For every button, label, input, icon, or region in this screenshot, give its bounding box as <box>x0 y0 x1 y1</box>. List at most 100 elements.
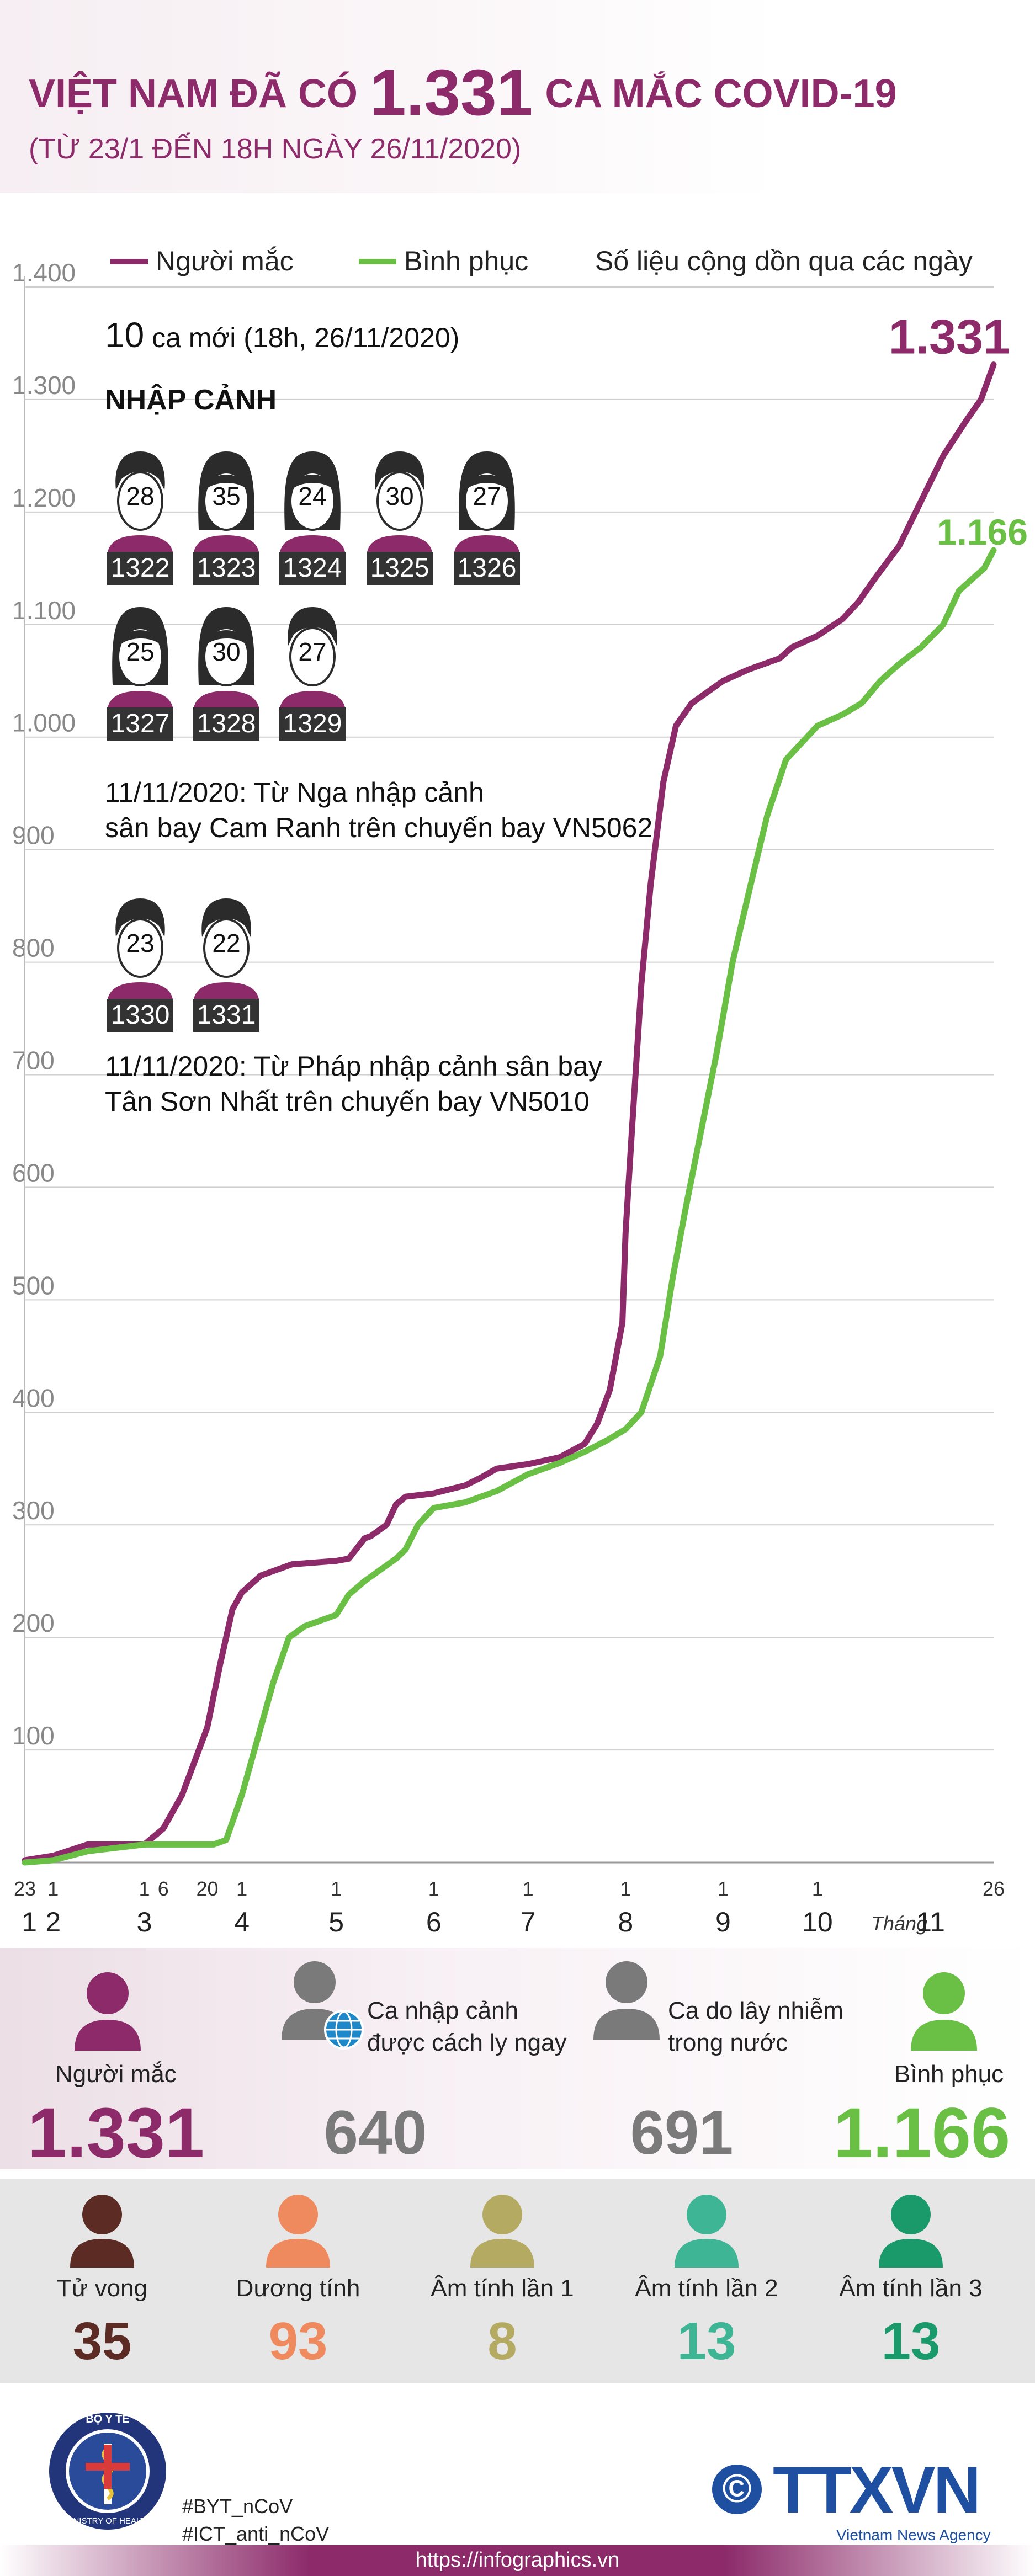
stat-recovered-value: 1.166 <box>833 2094 1011 2173</box>
status-person-icon <box>675 2195 739 2268</box>
patient-age: 22 <box>212 929 241 957</box>
legend-recovered: Bình phục <box>404 246 528 276</box>
x-month-tick-label: 3 <box>137 1907 152 1938</box>
patient-avatar-icon: 22 1331 <box>191 894 262 1032</box>
x-month-tick-label: 11 <box>916 1907 945 1938</box>
status-value: 93 <box>268 2312 328 2371</box>
end-label-cases: 1.331 <box>889 310 1010 364</box>
x-month-tick-label: 7 <box>521 1907 536 1938</box>
x-month-tick-label: 10 <box>802 1907 833 1938</box>
hashtag-ict: #ICT_anti_nCoV <box>182 2522 330 2545</box>
y-tick-label: 1.100 <box>12 596 76 625</box>
new-cases-text: ca mới (18h, 26/11/2020) <box>152 322 460 353</box>
x-day-tick-label: 1 <box>139 1877 150 1900</box>
y-tick-label: 1.200 <box>12 483 76 512</box>
y-tick-label: 700 <box>12 1046 55 1075</box>
x-day-tick-label: 1 <box>620 1877 631 1900</box>
patient-avatar-icon: 35 1323 <box>191 447 262 585</box>
legend-cases: Người mắc <box>156 246 294 276</box>
patient-avatar-icon: 27 1326 <box>452 447 522 585</box>
patient-id: 1324 <box>283 553 342 583</box>
x-day-tick-label: 1 <box>236 1877 247 1900</box>
patient-avatar-icon: 23 1330 <box>105 894 176 1032</box>
cumulative-cases-chart: Người mắc Bình phục Số liệu cộng dồn qua… <box>12 246 1028 1938</box>
end-label-recovered: 1.166 <box>937 512 1028 552</box>
y-tick-label: 600 <box>12 1158 55 1187</box>
patient-avatar-icon: 30 1325 <box>364 447 435 585</box>
x-day-tick-label: 1 <box>718 1877 729 1900</box>
x-day-tick-label: 6 <box>158 1877 169 1900</box>
x-day-tick-label: 23 <box>14 1877 36 1900</box>
patient-age: 27 <box>298 637 327 666</box>
status-panel: Tử vong 35 Dương tính 93 Âm tính lần 1 8 Âm tí… <box>0 2179 1035 2383</box>
x-month-tick-label: 5 <box>328 1907 344 1938</box>
x-day-tick-label: 20 <box>196 1877 218 1900</box>
series-line-recovered <box>22 547 997 1866</box>
status-label: Âm tính lần 1 <box>431 2275 574 2302</box>
group2-note-line1: 11/11/2020: Từ Pháp nhập cảnh sân bay <box>105 1051 602 1082</box>
ministry-of-health-logo <box>49 2413 166 2530</box>
patient-avatar-icon: 30 1328 <box>191 603 262 741</box>
url-bar: https://infographics.vn <box>0 2545 1035 2576</box>
x-day-tick-label: 26 <box>983 1877 1005 1900</box>
hashtag-byt: #BYT_nCoV <box>182 2495 293 2518</box>
page-title: VIỆT NAM ĐÃ CÓ 1.331 CA MẮC COVID-19 <box>29 55 897 130</box>
y-tick-label: 200 <box>12 1609 55 1637</box>
patient-age: 24 <box>298 482 327 510</box>
patient-id: 1329 <box>283 709 342 738</box>
patient-age: 25 <box>126 637 155 666</box>
y-tick-label: 1.000 <box>12 709 76 737</box>
ministry-logo-subtext: MINISTRY OF HEALTH <box>63 2516 152 2526</box>
stat-cases-label: Người mắc <box>55 2061 177 2088</box>
source-url[interactable]: https://infographics.vn <box>415 2548 620 2572</box>
y-tick-label: 900 <box>12 821 55 850</box>
x-month-tick-label: 1 <box>22 1907 37 1938</box>
patient-age: 30 <box>212 637 241 666</box>
y-tick-label: 1.400 <box>12 258 76 287</box>
status-label: Âm tính lần 3 <box>839 2275 983 2302</box>
title-number: 1.331 <box>370 56 533 129</box>
patient-avatar-icon: 28 1322 <box>105 447 176 585</box>
legend-note: Số liệu cộng dồn qua các ngày <box>595 246 973 276</box>
patient-id: 1326 <box>457 553 517 583</box>
status-label: Tử vong <box>57 2275 147 2302</box>
patient-id: 1323 <box>197 553 256 583</box>
stat-local-label: Ca do lây nhiễm trong nước <box>668 1997 843 2056</box>
y-axis: 100 200 300 400 500 600 700 800 900 1.000 1.100 1.2… <box>12 258 76 1862</box>
recovered-person-icon <box>911 1972 977 2051</box>
status-value: 13 <box>677 2312 736 2371</box>
patient-avatar-icon: 24 1324 <box>277 447 348 585</box>
footer: BỘ Y TẾ MINISTRY OF HEALTH #BYT_nCoV #IC… <box>0 2383 1035 2576</box>
patient-id: 1325 <box>370 553 429 583</box>
series-line-cases <box>22 361 997 1864</box>
x-day-tick-label: 1 <box>428 1877 439 1900</box>
local-person-icon <box>593 1961 660 2040</box>
patient-id: 1322 <box>110 553 170 583</box>
entry-section-title: NHẬP CẢNH <box>105 384 277 416</box>
x-day-tick-label: Tháng <box>871 1912 927 1935</box>
patient-id: 1328 <box>197 709 256 738</box>
group1-note-line1: 11/11/2020: Từ Nga nhập cảnh <box>105 777 484 808</box>
ttxvn-logo: TTXVN <box>773 2453 981 2527</box>
series-end-labels: 1.331 1.166 <box>889 310 1028 552</box>
status-label: Âm tính lần 2 <box>635 2275 778 2302</box>
page-subtitle: (TỪ 23/1 ĐẾN 18H NGÀY 26/11/2020) <box>29 133 522 165</box>
header: VIỆT NAM ĐÃ CÓ 1.331 CA MẮC COVID-19 (TỪ 2… <box>0 0 1035 193</box>
series-lines <box>22 361 997 1866</box>
group1-note: 11/11/2020: Từ Nga nhập cảnh sân bay Cam… <box>105 775 652 845</box>
patient-age: 28 <box>126 482 155 510</box>
x-day-tick-label: 1 <box>812 1877 823 1900</box>
new-cases-count: 10 <box>105 315 145 355</box>
x-month-tick-label: 6 <box>426 1907 442 1938</box>
status-person-icon <box>70 2195 134 2268</box>
x-month-tick-label: 2 <box>45 1907 61 1938</box>
stat-recovered-label: Bình phục <box>894 2061 1004 2088</box>
group1-note-line2: sân bay Cam Ranh trên chuyến bay VN5062 <box>105 812 653 843</box>
copyright-icon: © <box>712 2465 762 2514</box>
status-value: 8 <box>487 2312 517 2371</box>
status-value: 13 <box>881 2312 941 2371</box>
x-month-tick-label: 9 <box>715 1907 731 1938</box>
x-day-tick-label: 1 <box>47 1877 59 1900</box>
group2-note-line2: Tân Sơn Nhất trên chuyến bay VN5010 <box>105 1086 590 1117</box>
